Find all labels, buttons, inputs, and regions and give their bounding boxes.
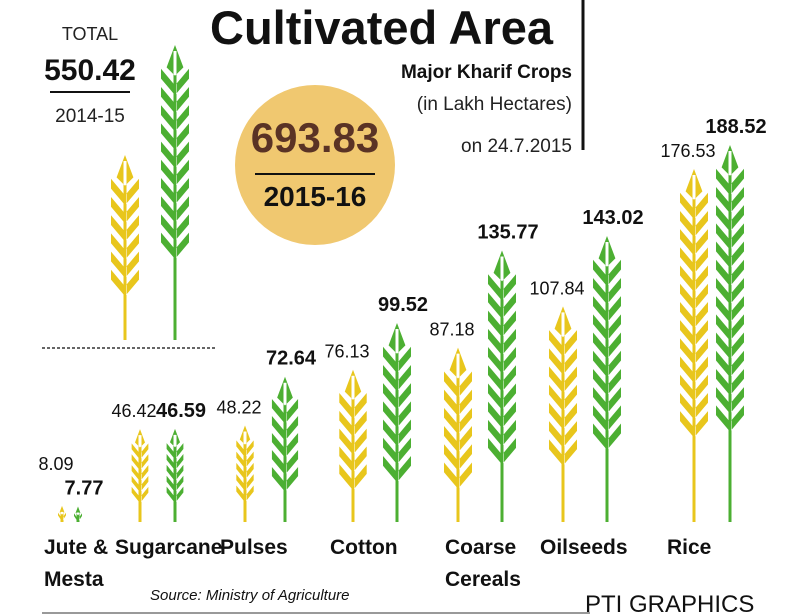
value-label: 99.52 xyxy=(378,294,428,316)
category-label: Oilseeds xyxy=(540,536,628,559)
wheat-bar xyxy=(716,144,744,522)
wheat-bar xyxy=(593,235,621,522)
legend-total: 550.42 xyxy=(44,54,136,87)
legend-icon xyxy=(111,155,139,340)
wheat-bar xyxy=(339,369,367,522)
subtitle: Major Kharif Crops xyxy=(401,62,572,83)
wheat-bar xyxy=(58,505,66,522)
wheat-bar xyxy=(236,425,254,522)
wheat-bar xyxy=(74,506,82,522)
value-label: 46.42 xyxy=(111,401,156,421)
category-label: Coarse Cereals xyxy=(445,536,521,591)
value-label: 76.13 xyxy=(324,342,369,362)
total-label: TOTAL xyxy=(62,24,118,44)
category-label: Cotton xyxy=(330,536,398,559)
category-label: Pulses xyxy=(220,536,288,559)
unit-note: (in Lakh Hectares) xyxy=(417,94,572,115)
value-label: 87.18 xyxy=(429,320,474,340)
date-note: on 24.7.2015 xyxy=(461,136,572,157)
legend-label: 2015-16 xyxy=(264,181,367,212)
value-label: 46.59 xyxy=(156,400,206,422)
category-label: Sugarcane xyxy=(115,536,223,559)
value-label: 8.09 xyxy=(38,454,73,474)
value-label: 188.52 xyxy=(705,116,766,138)
wheat-bar xyxy=(549,306,577,522)
wheat-bar xyxy=(131,429,149,522)
legend-label: 2014-15 xyxy=(55,106,125,127)
total-badge xyxy=(235,85,395,245)
chart-title: Cultivated Area xyxy=(210,1,554,54)
source: Source: Ministry of Agriculture xyxy=(150,587,350,604)
category-label: Rice xyxy=(667,536,712,559)
value-label: 72.64 xyxy=(266,348,317,370)
value-label: 7.77 xyxy=(65,477,104,499)
wheat-bar xyxy=(444,347,472,522)
wheat-bar xyxy=(680,168,708,522)
value-label: 107.84 xyxy=(529,278,584,298)
value-label: 135.77 xyxy=(477,221,538,243)
wheat-bar xyxy=(271,376,299,522)
value-label: 48.22 xyxy=(216,398,261,418)
wheat-bar xyxy=(488,250,516,522)
legend-total: 693.83 xyxy=(251,114,379,161)
credit: PTI GRAPHICS xyxy=(585,591,754,616)
value-label: 176.53 xyxy=(660,141,715,161)
category-label: Jute & Mesta xyxy=(44,536,109,591)
wheat-bar xyxy=(166,428,184,522)
wheat-bar xyxy=(383,322,411,522)
legend-icon xyxy=(161,45,189,340)
value-label: 143.02 xyxy=(582,207,643,229)
